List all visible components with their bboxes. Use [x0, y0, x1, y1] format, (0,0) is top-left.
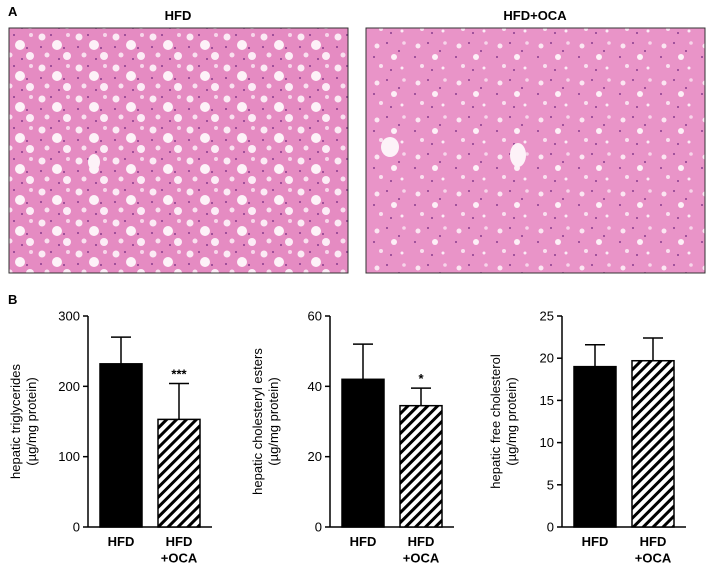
- y-tick-label: 0: [315, 520, 322, 535]
- y-tick-label: 0: [547, 520, 554, 535]
- x-tick-label: HFD +OCA: [161, 534, 198, 565]
- y-tick-label: 100: [58, 449, 80, 464]
- histology-image: [365, 27, 706, 274]
- bar: [573, 365, 617, 528]
- x-tick-label: HFD +OCA: [403, 534, 440, 565]
- vessel: [88, 154, 100, 170]
- y-tick-label: 20: [540, 351, 554, 366]
- bar: [99, 363, 143, 528]
- y-tick-label: 20: [308, 449, 322, 464]
- significance-label: ***: [171, 367, 187, 382]
- y-axis-label: hepatic cholesteryl esters(µg/mg protein…: [250, 348, 281, 495]
- vessel: [381, 137, 399, 157]
- y-tick-label: 300: [58, 309, 80, 324]
- y-tick-label: 25: [540, 309, 554, 324]
- image-title: HFD: [165, 8, 192, 23]
- x-tick-label: HFD +OCA: [635, 534, 672, 565]
- image-title: HFD+OCA: [503, 8, 567, 23]
- y-tick-label: 10: [540, 435, 554, 450]
- x-tick-label: HFD: [350, 534, 377, 549]
- bar: [341, 378, 385, 528]
- x-tick-label: HFD: [582, 534, 609, 549]
- x-tick-label: HFD: [108, 534, 135, 549]
- histology-image: [8, 27, 349, 274]
- bar: [631, 359, 675, 528]
- significance-label: *: [418, 371, 424, 386]
- bar: [157, 418, 201, 528]
- y-tick-label: 200: [58, 379, 80, 394]
- vessel: [510, 143, 526, 167]
- y-axis-label: hepatic triglycerides(µg/mg protein): [8, 364, 39, 479]
- y-tick-label: 60: [308, 309, 322, 324]
- panel-label: B: [8, 292, 17, 307]
- y-tick-label: 0: [73, 520, 80, 535]
- panel-label: A: [8, 4, 18, 19]
- y-tick-label: 5: [547, 477, 554, 492]
- y-tick-label: 15: [540, 393, 554, 408]
- y-tick-label: 40: [308, 379, 322, 394]
- bar: [399, 404, 443, 528]
- y-axis-label: hepatic free cholesterol(µg/mg protein): [488, 354, 519, 489]
